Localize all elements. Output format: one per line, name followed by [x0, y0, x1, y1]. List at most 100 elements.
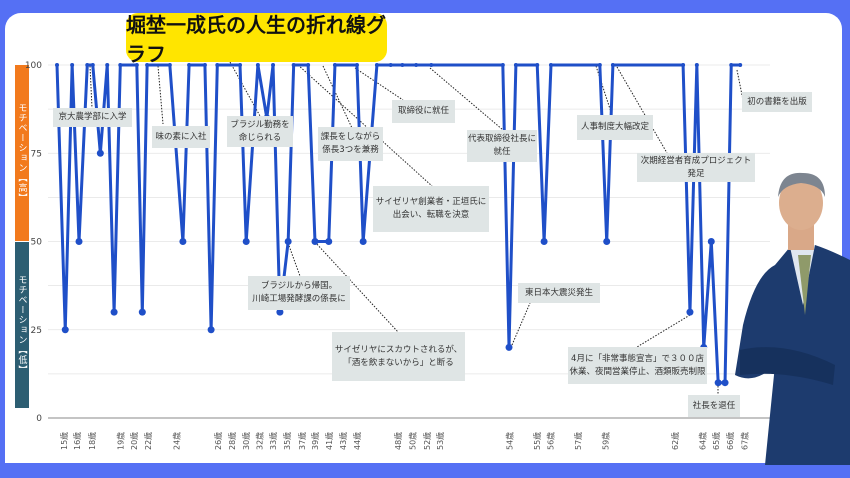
data-point	[500, 63, 505, 67]
x-tick-label: 44歳	[352, 432, 362, 450]
annotation-text: 社長を退任	[692, 400, 736, 411]
data-point	[400, 63, 405, 67]
data-point	[75, 238, 83, 245]
x-tick-label: 64歳	[697, 432, 707, 450]
x-tick-label: 15歳	[59, 432, 69, 450]
x-tick-label: 16歳	[72, 432, 82, 450]
annotation-scouted: サイゼリヤにスカウトされるが、 「酒を飲まないから」と断る	[332, 332, 465, 381]
annotation-text: 初の書籍を出版	[747, 96, 807, 107]
data-point	[610, 63, 615, 67]
annotation-brazil-assignment: ブラジル勤務を 命じられる	[227, 116, 293, 147]
data-point	[694, 63, 699, 67]
x-tick-label: 59歳	[600, 432, 610, 450]
data-point	[187, 63, 192, 67]
x-tick-label: 32歳	[254, 432, 264, 450]
y-tick-label: 50	[31, 238, 43, 248]
data-point	[721, 379, 729, 387]
data-point	[291, 63, 296, 67]
x-tick-label: 18歳	[87, 432, 97, 450]
data-point	[110, 308, 118, 316]
annotation-text: ブラジルから帰国。	[260, 281, 338, 291]
annotation-text: 休業、夜間営業停止、酒類販売制限	[569, 366, 706, 377]
annotation-text: 課長をしながら	[320, 132, 381, 142]
x-tick-label: 35歳	[282, 432, 292, 450]
x-tick-label: 19歳	[115, 432, 125, 450]
data-point	[55, 63, 59, 67]
annotation-text: 東日本大震災発生	[524, 287, 593, 298]
person-photo	[735, 172, 850, 465]
leader-line	[616, 66, 668, 154]
y-tick-label: 0	[36, 414, 42, 424]
data-point	[603, 238, 611, 245]
leader-line	[429, 67, 504, 131]
data-point	[179, 238, 187, 245]
annotation-text: 出会い、転職を決意	[392, 210, 470, 220]
data-point	[61, 326, 69, 334]
annotation-text: 人事制度大幅改定	[580, 122, 649, 132]
data-point	[505, 343, 513, 351]
data-point	[271, 63, 276, 67]
annotation-text: 命じられる	[238, 132, 282, 143]
leader-line	[595, 65, 613, 116]
annotation-text: 川崎工場発酵課の係長に	[252, 294, 346, 304]
x-tick-label: 57歳	[573, 432, 583, 450]
annotation-retire: 社長を退任	[688, 395, 740, 417]
data-point	[535, 63, 540, 67]
motivation-low-band: モチベーション【低】	[15, 242, 29, 408]
x-tick-label: 52歳	[422, 432, 432, 450]
data-point	[374, 63, 379, 67]
data-point	[597, 63, 602, 67]
annotation-kyoto-university: 京大農学部に入学	[53, 108, 132, 127]
x-tick-label: 55歳	[532, 432, 542, 450]
annotation-text: 京大農学部に入学	[58, 112, 127, 122]
leader-line	[287, 242, 301, 277]
data-point	[215, 63, 220, 67]
x-tick-label: 24歳	[172, 432, 182, 450]
data-point	[325, 238, 333, 245]
annotation-text: 「酒を飲まないから」と断る	[343, 357, 454, 368]
annotation-text: サイゼリヤにスカウトされるが、	[334, 344, 463, 355]
x-tick-label: 43歳	[338, 432, 348, 450]
data-point	[85, 63, 90, 67]
data-point	[284, 238, 292, 245]
x-tick-label: 67歳	[739, 432, 749, 450]
annotation-text: 就任	[493, 147, 511, 157]
data-point	[238, 63, 243, 67]
x-tick-label: 22歳	[143, 432, 153, 450]
data-point	[311, 238, 319, 245]
x-tick-label: 39歳	[310, 432, 320, 450]
leader-line	[322, 65, 353, 129]
annotation-section-chief: 課長をしながら 係長3つを兼務	[318, 127, 383, 161]
motivation-line	[55, 63, 741, 385]
x-tick-label: 56歳	[545, 432, 555, 450]
data-point	[306, 63, 311, 67]
y-tick-label: 100	[25, 61, 42, 71]
leader-line	[297, 64, 433, 187]
annotation-ajinomoto: 味の素に入社	[152, 126, 210, 148]
leader-line	[89, 65, 93, 109]
annotation-text: 味の素に入社	[155, 131, 207, 142]
data-point	[207, 326, 215, 334]
page-title: 堀埜一成氏の人生の折れ線グラフ	[126, 12, 387, 66]
data-point	[242, 238, 250, 245]
annotation-text: ブラジル勤務を	[230, 119, 290, 130]
data-point	[429, 63, 434, 67]
annotation-text: 代表取締役社長に	[467, 134, 536, 144]
data-point	[686, 308, 694, 316]
annotation-successor-project: 次期経営者育成プロジェクト 発足	[637, 153, 755, 182]
x-tick-label: 37歳	[297, 432, 307, 450]
data-point	[276, 308, 284, 316]
data-point	[134, 63, 139, 67]
data-point	[738, 63, 743, 67]
annotation-text: 取締役に就任	[397, 106, 449, 116]
annotation-meet-founder: サイゼリヤ創業者・正垣氏に 出会い、転職を決意	[373, 186, 489, 232]
annotation-text: サイゼリヤ創業者・正垣氏に	[375, 197, 487, 207]
data-point	[70, 63, 75, 67]
data-point	[548, 63, 553, 67]
data-point	[714, 379, 722, 387]
data-point	[729, 63, 734, 67]
y-tick-label: 25	[31, 326, 42, 336]
data-point	[354, 63, 359, 67]
x-tick-label: 33歳	[268, 432, 278, 450]
data-point	[681, 63, 686, 67]
